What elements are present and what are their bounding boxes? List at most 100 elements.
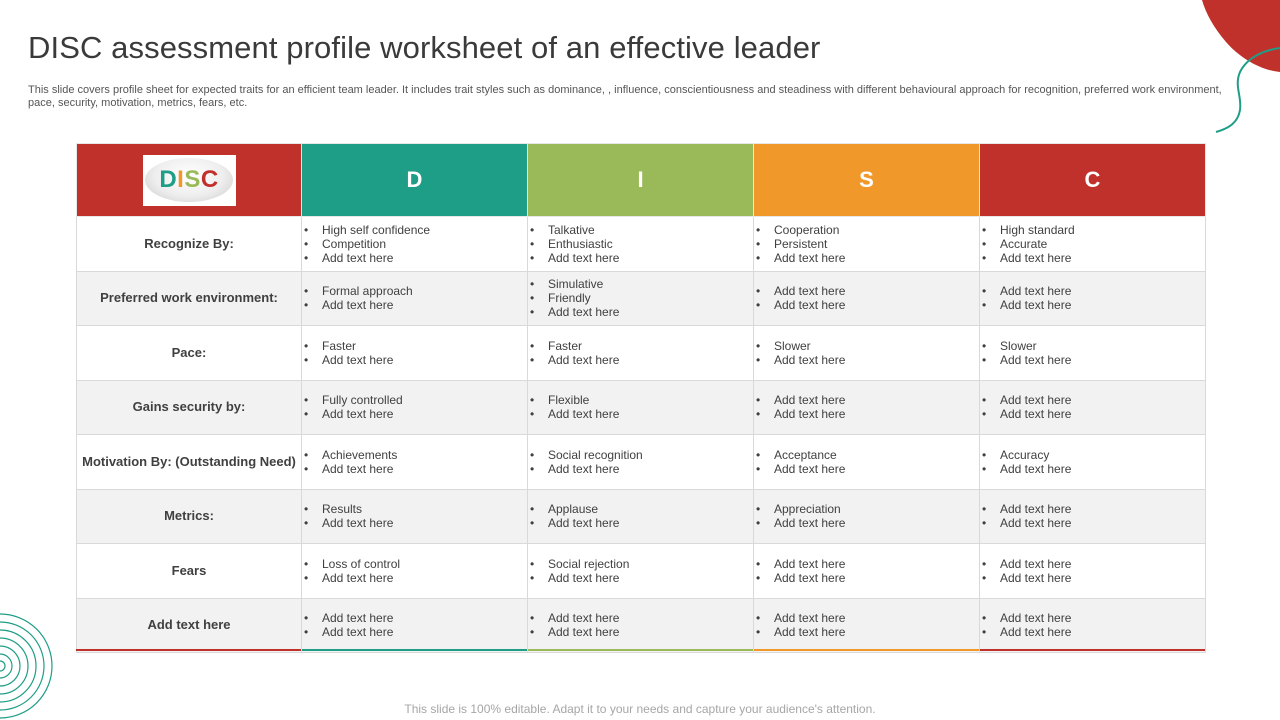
- page-title: DISC assessment profile worksheet of an …: [28, 30, 821, 65]
- trait-cell: Fully controlledAdd text here: [301, 379, 528, 435]
- trait-list: AppreciationAdd text here: [754, 502, 979, 530]
- row-label: Add text here: [76, 597, 302, 653]
- trait-item: Appreciation: [754, 502, 979, 516]
- trait-item: Persistent: [754, 237, 979, 251]
- trait-cell: High self confidenceCompetitionAdd text …: [301, 216, 528, 272]
- trait-list: SimulativeFriendlyAdd text here: [528, 277, 753, 319]
- logo-letter-c: C: [200, 166, 219, 193]
- trait-cell: TalkativeEnthusiasticAdd text here: [527, 216, 754, 272]
- trait-item: Add text here: [302, 298, 527, 312]
- trait-list: CooperationPersistentAdd text here: [754, 223, 979, 265]
- trait-cell: AccuracyAdd text here: [979, 434, 1206, 490]
- trait-item: Add text here: [528, 407, 753, 421]
- page-subtitle: This slide covers profile sheet for expe…: [28, 84, 1222, 109]
- trait-cell: Loss of controlAdd text here: [301, 543, 528, 599]
- trait-item: Add text here: [302, 625, 527, 639]
- trait-list: Loss of controlAdd text here: [302, 557, 527, 585]
- column-header-d: D: [301, 143, 528, 217]
- trait-cell: CooperationPersistentAdd text here: [753, 216, 980, 272]
- trait-item: Enthusiastic: [528, 237, 753, 251]
- row-label: Motivation By: (Outstanding Need): [76, 434, 302, 490]
- trait-item: Add text here: [528, 462, 753, 476]
- trait-item: Add text here: [980, 462, 1205, 476]
- trait-item: Add text here: [980, 571, 1205, 585]
- row-label: Preferred work environment:: [76, 270, 302, 326]
- row-label: Gains security by:: [76, 379, 302, 435]
- trait-item: Add text here: [980, 284, 1205, 298]
- trait-cell: Social rejectionAdd text here: [527, 543, 754, 599]
- trait-item: Add text here: [980, 353, 1205, 367]
- column-underline-teal: [302, 649, 527, 651]
- table-row: FearsLoss of controlAdd text hereSocial …: [76, 543, 1206, 599]
- table-row: Pace:FasterAdd text hereFasterAdd text h…: [76, 325, 1206, 381]
- trait-item: High self confidence: [302, 223, 527, 237]
- trait-cell: ResultsAdd text here: [301, 488, 528, 544]
- trait-item: Faster: [302, 339, 527, 353]
- trait-item: Add text here: [980, 611, 1205, 625]
- trait-item: Add text here: [754, 611, 979, 625]
- trait-item: Competition: [302, 237, 527, 251]
- trait-item: Social recognition: [528, 448, 753, 462]
- trait-item: Formal approach: [302, 284, 527, 298]
- trait-cell: FasterAdd text here: [527, 325, 754, 381]
- trait-item: Friendly: [528, 291, 753, 305]
- row-label: Fears: [76, 543, 302, 599]
- table-row: Gains security by:Fully controlledAdd te…: [76, 379, 1206, 435]
- trait-item: Add text here: [754, 407, 979, 421]
- trait-item: Add text here: [754, 393, 979, 407]
- trait-item: Add text here: [302, 611, 527, 625]
- logo-letter-d: D: [159, 166, 178, 193]
- column-header-i: I: [527, 143, 754, 217]
- trait-item: Fully controlled: [302, 393, 527, 407]
- trait-item: Flexible: [528, 393, 753, 407]
- trait-item: Add text here: [302, 516, 527, 530]
- column-underline-green: [528, 649, 753, 651]
- trait-list: AcceptanceAdd text here: [754, 448, 979, 476]
- trait-cell: FasterAdd text here: [301, 325, 528, 381]
- trait-cell: SlowerAdd text here: [753, 325, 980, 381]
- row-label: Metrics:: [76, 488, 302, 544]
- trait-list: AccuracyAdd text here: [980, 448, 1205, 476]
- trait-list: SlowerAdd text here: [754, 339, 979, 367]
- trait-cell: AchievementsAdd text here: [301, 434, 528, 490]
- trait-item: Slower: [754, 339, 979, 353]
- logo-letter-i: I: [177, 166, 185, 193]
- trait-item: Add text here: [754, 571, 979, 585]
- trait-item: Add text here: [980, 251, 1205, 265]
- trait-item: Slower: [980, 339, 1205, 353]
- trait-item: Acceptance: [754, 448, 979, 462]
- trait-item: Applause: [528, 502, 753, 516]
- row-label: Recognize By:: [76, 216, 302, 272]
- trait-list: Social recognitionAdd text here: [528, 448, 753, 476]
- table-row: Recognize By:High self confidenceCompeti…: [76, 216, 1206, 272]
- trait-item: Add text here: [302, 571, 527, 585]
- trait-list: Social rejectionAdd text here: [528, 557, 753, 585]
- row-label: Pace:: [76, 325, 302, 381]
- trait-item: Add text here: [980, 516, 1205, 530]
- trait-cell: Social recognitionAdd text here: [527, 434, 754, 490]
- trait-cell: AppreciationAdd text here: [753, 488, 980, 544]
- trait-item: Add text here: [980, 393, 1205, 407]
- column-header-c: C: [979, 143, 1206, 217]
- trait-list: SlowerAdd text here: [980, 339, 1205, 367]
- table-row: Motivation By: (Outstanding Need)Achieve…: [76, 434, 1206, 490]
- trait-item: Social rejection: [528, 557, 753, 571]
- trait-item: Add text here: [528, 305, 753, 319]
- trait-item: Add text here: [754, 251, 979, 265]
- trait-list: TalkativeEnthusiasticAdd text here: [528, 223, 753, 265]
